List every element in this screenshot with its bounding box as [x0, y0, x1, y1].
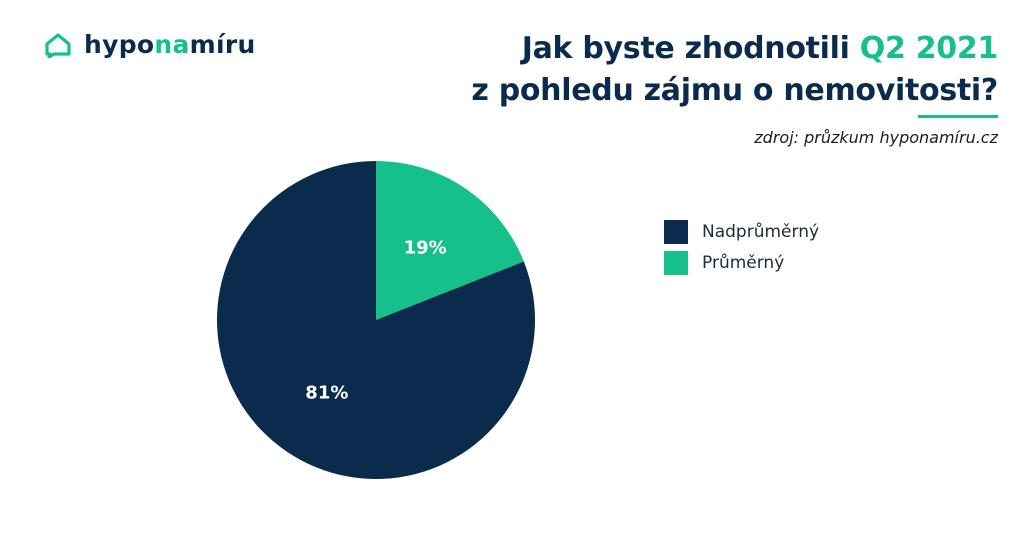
pie-slice-nadprumerny [217, 160, 536, 479]
brand-name: hyponamíru [84, 30, 256, 59]
chart-title: Jak byste zhodnotili Q2 2021 z pohledu z… [471, 28, 998, 112]
pie-slice-prumerny [376, 161, 524, 320]
chart-legend: Nadprůměrný Průměrný [664, 216, 819, 278]
slice-data-label: 81% [305, 382, 348, 403]
chart-title-line2: z pohledu zájmu o nemovitosti? [471, 73, 998, 108]
legend-item-nadprumerny: Nadprůměrný [664, 216, 819, 247]
legend-item-prumerny: Průměrný [664, 247, 819, 278]
house-chat-icon [45, 32, 71, 58]
title-underline [918, 115, 998, 118]
legend-swatch [664, 250, 688, 275]
slice-data-label: 19% [404, 238, 447, 259]
chart-title-line1: Jak byste zhodnotili Q2 2021 [521, 31, 999, 66]
legend-swatch [664, 219, 688, 244]
source-note: zdroj: průzkum hyponamíru.cz [754, 128, 998, 147]
brand-logo: hyponamíru [44, 30, 256, 59]
legend-label: Průměrný [702, 252, 785, 273]
legend-label: Nadprůměrný [702, 221, 820, 242]
